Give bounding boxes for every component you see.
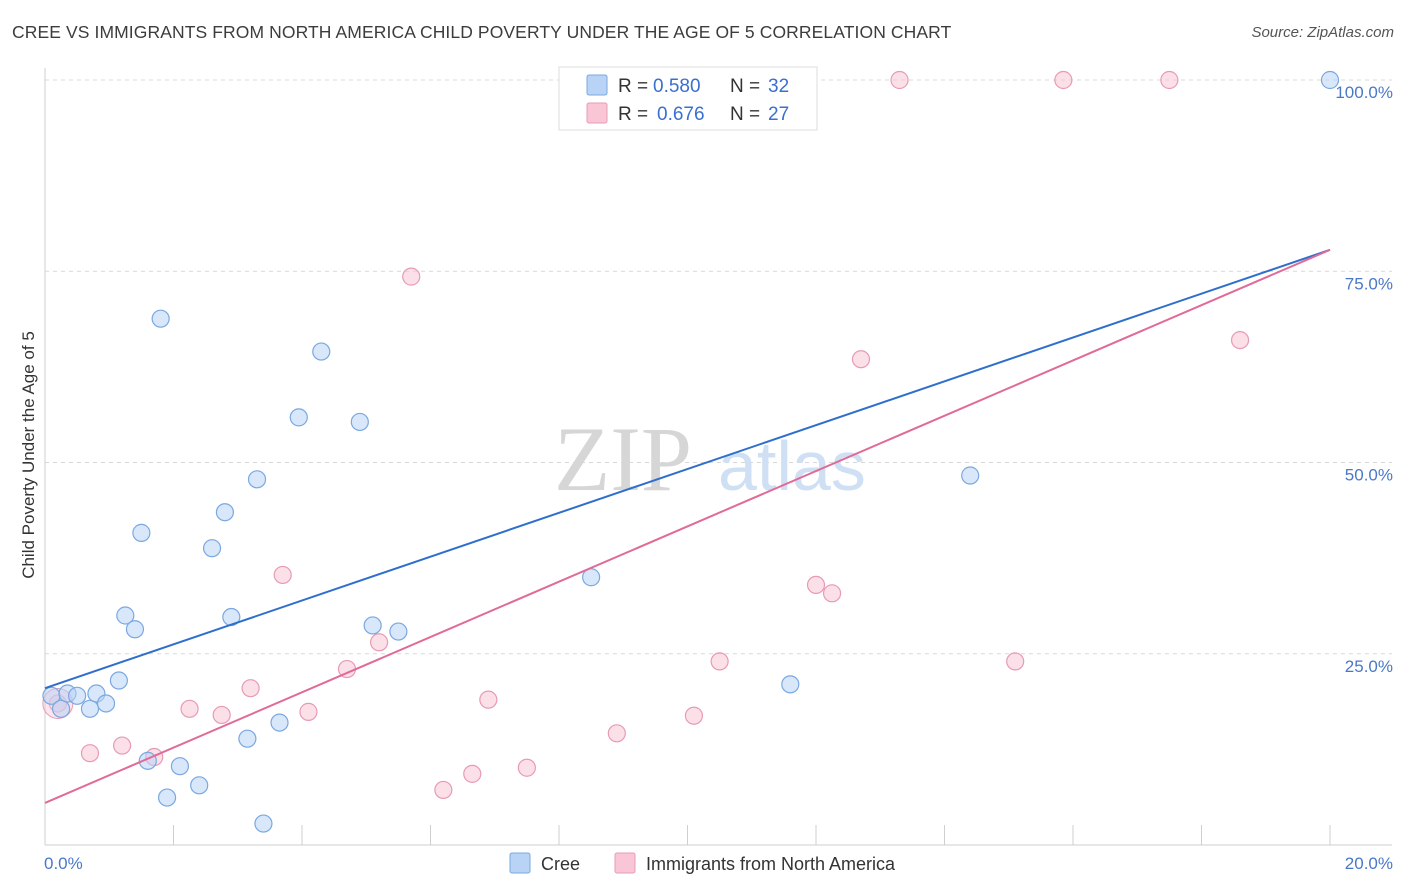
legend-bottom-cree-label: Cree [541, 854, 580, 874]
immigrants-point [299, 702, 318, 721]
series-cree-points [42, 70, 1340, 833]
watermark-zip: ZIP [554, 408, 692, 510]
axes [44, 68, 1392, 846]
cree-point [270, 713, 289, 732]
legend-imm-n-label: N = [730, 104, 760, 125]
legend-top: R = 0.580 N = 32 R = 0.676 N = 27 [558, 66, 818, 131]
watermark-atlas: atlas [718, 427, 866, 505]
y-axis-label: Child Poverty Under the Age of 5 [19, 331, 38, 579]
cree-point [190, 776, 209, 795]
y-tick-label: 50.0% [1345, 466, 1393, 485]
y-tick-labels: 25.0% 50.0% 75.0% 100.0% [1335, 83, 1393, 676]
cree-point [96, 694, 116, 713]
cree-point [238, 729, 257, 748]
immigrants-point [517, 758, 536, 777]
cree-point [350, 412, 369, 432]
legend-imm-n-value: 27 [768, 104, 789, 125]
cree-point [68, 686, 87, 705]
immigrants-point [1054, 70, 1073, 90]
cree-point [289, 408, 308, 427]
legend-cree-n-label: N = [730, 76, 760, 97]
trend-lines [44, 248, 1331, 804]
legend-bottom: Cree Immigrants from North America [509, 852, 896, 874]
immigrants-point [463, 764, 482, 783]
immigrants-point [370, 633, 389, 652]
x-tick-label-max: 20.0% [1345, 854, 1393, 873]
cree-point [132, 523, 151, 542]
cree-point [170, 757, 190, 776]
legend-imm-r-value: 0.676 [657, 104, 705, 125]
immigrants-point [80, 744, 100, 763]
cree-point [202, 539, 222, 558]
cree-point [1320, 70, 1340, 90]
immigrants-point [273, 565, 292, 585]
immigrants-point [479, 690, 498, 709]
cree-point [80, 699, 100, 718]
cree-point [116, 606, 135, 625]
immigrants-point [402, 267, 421, 286]
cree-point [389, 622, 408, 641]
legend-cree-n-value: 32 [768, 76, 789, 97]
y-tick-label: 25.0% [1345, 657, 1393, 676]
cree-point [109, 671, 128, 690]
cree-point [125, 620, 145, 639]
legend-bottom-cree-swatch [509, 852, 531, 874]
x-tick-label-min: 0.0% [44, 854, 83, 873]
immigrants-point [806, 575, 826, 595]
immigrants-point [607, 724, 626, 743]
cree-point [363, 616, 382, 635]
immigrants-point [1006, 652, 1025, 671]
immigrants-point [241, 679, 260, 698]
legend-imm-r-label: R = [618, 104, 648, 125]
immigrants-point [1160, 70, 1179, 90]
cree-point [961, 466, 980, 485]
immigrants-point [434, 780, 453, 800]
cree-point [254, 814, 273, 833]
legend-bottom-imm-label: Immigrants from North America [646, 854, 896, 874]
immigrants-point [710, 652, 729, 671]
immigrants-point [180, 699, 199, 718]
immigrants-point [851, 350, 871, 369]
y-tick-label: 100.0% [1335, 83, 1393, 102]
cree-point [247, 470, 267, 489]
legend-imm-swatch [586, 102, 608, 124]
legend-cree-swatch [586, 74, 608, 96]
legend-cree-r-value: 0.580 [653, 76, 701, 97]
cree-point [215, 503, 234, 522]
immigrants-point [112, 736, 132, 755]
x-tick-labels: 0.0% 20.0% [44, 854, 1393, 873]
cree-point [157, 788, 177, 807]
cree-point [781, 675, 800, 694]
cree-point [51, 699, 71, 718]
immigrants-point [1230, 331, 1250, 350]
y-tick-label: 75.0% [1345, 274, 1393, 293]
cree-point [312, 342, 331, 361]
immigrants-point [822, 584, 842, 603]
cree-point [151, 309, 170, 328]
legend-cree-r-label: R = [618, 76, 648, 97]
immigrants-trend-line [44, 248, 1331, 804]
grid-lines [45, 79, 1392, 655]
source-label: Source: ZipAtlas.com [1251, 24, 1394, 41]
chart-title: CREE VS IMMIGRANTS FROM NORTH AMERICA CH… [12, 22, 952, 42]
immigrants-point [212, 705, 231, 725]
immigrants-point [684, 706, 704, 725]
legend-bottom-imm-swatch [614, 852, 636, 874]
cree-trend-line [44, 248, 1331, 690]
immigrants-point [890, 70, 909, 90]
